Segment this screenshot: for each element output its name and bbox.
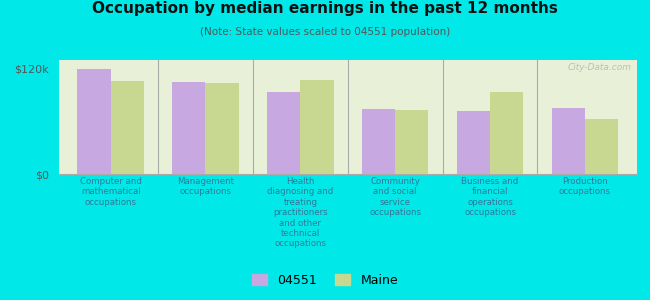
- Bar: [362, 109, 395, 174]
- Bar: [585, 119, 618, 174]
- Bar: [77, 69, 110, 174]
- Bar: [300, 80, 333, 174]
- Text: Community
and social
service
occupations: Community and social service occupations: [369, 177, 421, 217]
- Text: Management
occupations: Management occupations: [177, 177, 234, 197]
- Bar: [552, 108, 585, 174]
- Bar: [205, 83, 239, 174]
- Bar: [457, 111, 490, 174]
- Bar: [172, 82, 205, 174]
- Bar: [490, 92, 523, 174]
- Text: Health
diagnosing and
treating
practitioners
and other
technical
occupations: Health diagnosing and treating practitio…: [267, 177, 333, 248]
- Text: Business and
financial
operations
occupations: Business and financial operations occupa…: [462, 177, 519, 217]
- Text: Computer and
mathematical
occupations: Computer and mathematical occupations: [80, 177, 142, 207]
- Text: (Note: State values scaled to 04551 population): (Note: State values scaled to 04551 popu…: [200, 27, 450, 37]
- Text: Occupation by median earnings in the past 12 months: Occupation by median earnings in the pas…: [92, 2, 558, 16]
- Bar: [395, 110, 428, 174]
- Bar: [267, 92, 300, 174]
- Text: City-Data.com: City-Data.com: [567, 63, 631, 72]
- Legend: 04551, Maine: 04551, Maine: [248, 270, 402, 291]
- Text: Production
occupations: Production occupations: [559, 177, 611, 197]
- Bar: [111, 81, 144, 174]
